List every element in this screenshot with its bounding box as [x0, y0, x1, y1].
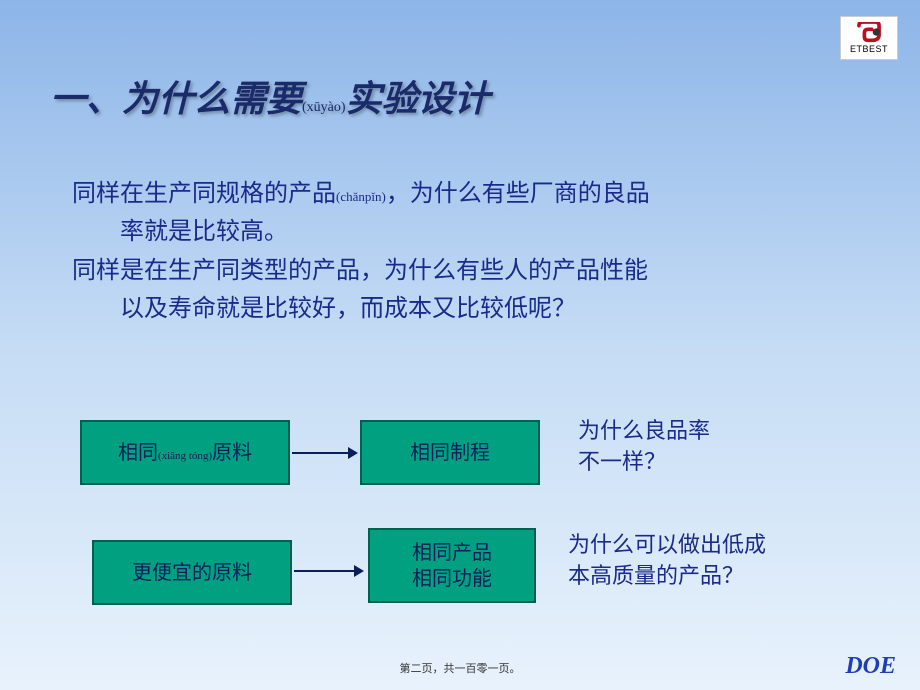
q2a: 为什么可以做出低成: [568, 530, 766, 561]
p1-pinyin: (chǎnpǐn): [336, 189, 386, 204]
question-1: 为什么良品率 不一样？: [578, 416, 710, 478]
p2b: 以及寿命就是比较好，而成本又比较低呢？: [72, 290, 872, 328]
logo-text: ETBEST: [850, 44, 888, 54]
b4b: 相同功能: [412, 566, 492, 592]
doe-label: DOE: [845, 653, 896, 680]
q1b: 不一样？: [578, 447, 710, 478]
arrow-1: [292, 452, 350, 454]
b1a: 相同: [118, 442, 158, 464]
question-2: 为什么可以做出低成 本高质量的产品？: [568, 530, 766, 592]
title-part1: 一、为什么需要: [50, 79, 302, 119]
p1a: 同样在生产同规格的产品: [72, 181, 336, 207]
title-part2: 实验设计: [346, 79, 490, 119]
q2b: 本高质量的产品？: [568, 561, 766, 592]
arrow-2: [294, 570, 356, 572]
p2a: 同样是在生产同类型的产品，为什么有些人的产品性能: [72, 252, 872, 290]
paragraph-1: 同样在生产同规格的产品(chǎnpǐn)，为什么有些厂商的良品: [72, 175, 872, 213]
box-cheap-material: 更便宜的原料: [92, 540, 292, 605]
body-text: 同样在生产同规格的产品(chǎnpǐn)，为什么有些厂商的良品 率就是比较高。 …: [72, 175, 872, 329]
b1b: 原料: [212, 442, 252, 464]
footer-pagination: 第二页，共一百零一页。: [0, 660, 920, 676]
title-pinyin: (xūyào): [302, 100, 346, 115]
box-same-material: 相同(xiāng tóng)原料: [80, 420, 290, 485]
box-same-product: 相同产品 相同功能: [368, 528, 536, 603]
b4a: 相同产品: [412, 540, 492, 566]
p1c: 率就是比较高。: [72, 213, 872, 251]
page-title: 一、为什么需要(xūyào)实验设计: [50, 70, 490, 122]
b1-pinyin: (xiāng tóng): [158, 450, 212, 462]
logo-icon: [855, 22, 883, 44]
logo: ETBEST: [840, 16, 898, 60]
q1a: 为什么良品率: [578, 416, 710, 447]
box-same-process: 相同制程: [360, 420, 540, 485]
p1b: ，为什么有些厂商的良品: [386, 181, 650, 207]
